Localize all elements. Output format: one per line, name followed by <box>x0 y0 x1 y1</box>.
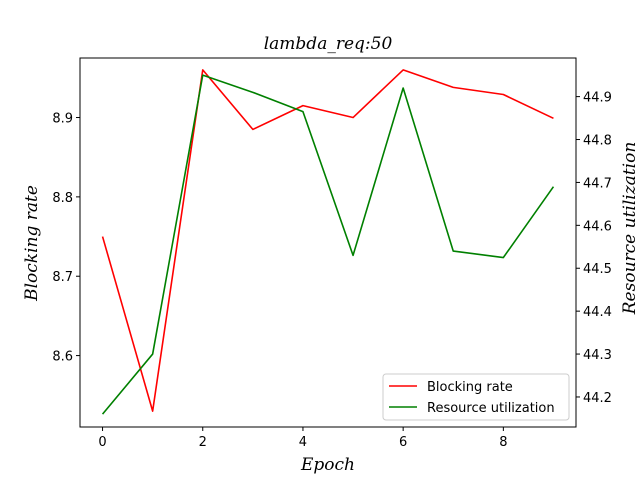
x-tick-label: 0 <box>98 435 106 450</box>
series-line-blocking-rate <box>101 69 554 412</box>
chart-title: lambda_req:50 <box>264 34 393 54</box>
x-tick-label: 8 <box>499 435 507 450</box>
y-right-tick-label: 44.6 <box>583 219 612 234</box>
y-right-tick-label: 44.7 <box>583 176 612 191</box>
y-right-tick-label: 44.2 <box>583 391 612 406</box>
legend-label-resource-utilization: Resource utilization <box>427 401 555 416</box>
legend-box <box>382 373 570 421</box>
y-left-tick-label: 8.9 <box>52 112 73 127</box>
plot-area: 0 2 4 6 8 8.6 8.7 8.8 8.9 44.2 44.3 44.4 44.5 44.6 44.… <box>52 57 612 450</box>
y-right-tick-label: 44.5 <box>583 262 612 277</box>
y-axis-left-label: Blocking rate <box>22 185 42 302</box>
plot-frame <box>79 57 577 428</box>
legend-label-blocking-rate: Blocking rate <box>427 380 513 395</box>
series-line-resource-utilization <box>101 74 555 415</box>
x-tick-label: 4 <box>299 435 307 450</box>
y-left-tick-label: 8.7 <box>52 270 73 285</box>
x-tick-label: 6 <box>399 435 407 450</box>
x-axis-label: Epoch <box>300 455 355 475</box>
y-left-tick-label: 8.8 <box>52 191 73 206</box>
y-left-tick-label: 8.6 <box>52 350 73 365</box>
y-right-tick-label: 44.8 <box>583 134 612 149</box>
y-right-tick-label: 44.4 <box>583 305 612 320</box>
y-right-tick-label: 44.3 <box>583 348 612 363</box>
y-right-tick-label: 44.9 <box>583 91 612 106</box>
x-tick-label: 2 <box>199 435 207 450</box>
y-axis-right-label: Resource utilization <box>620 142 640 316</box>
